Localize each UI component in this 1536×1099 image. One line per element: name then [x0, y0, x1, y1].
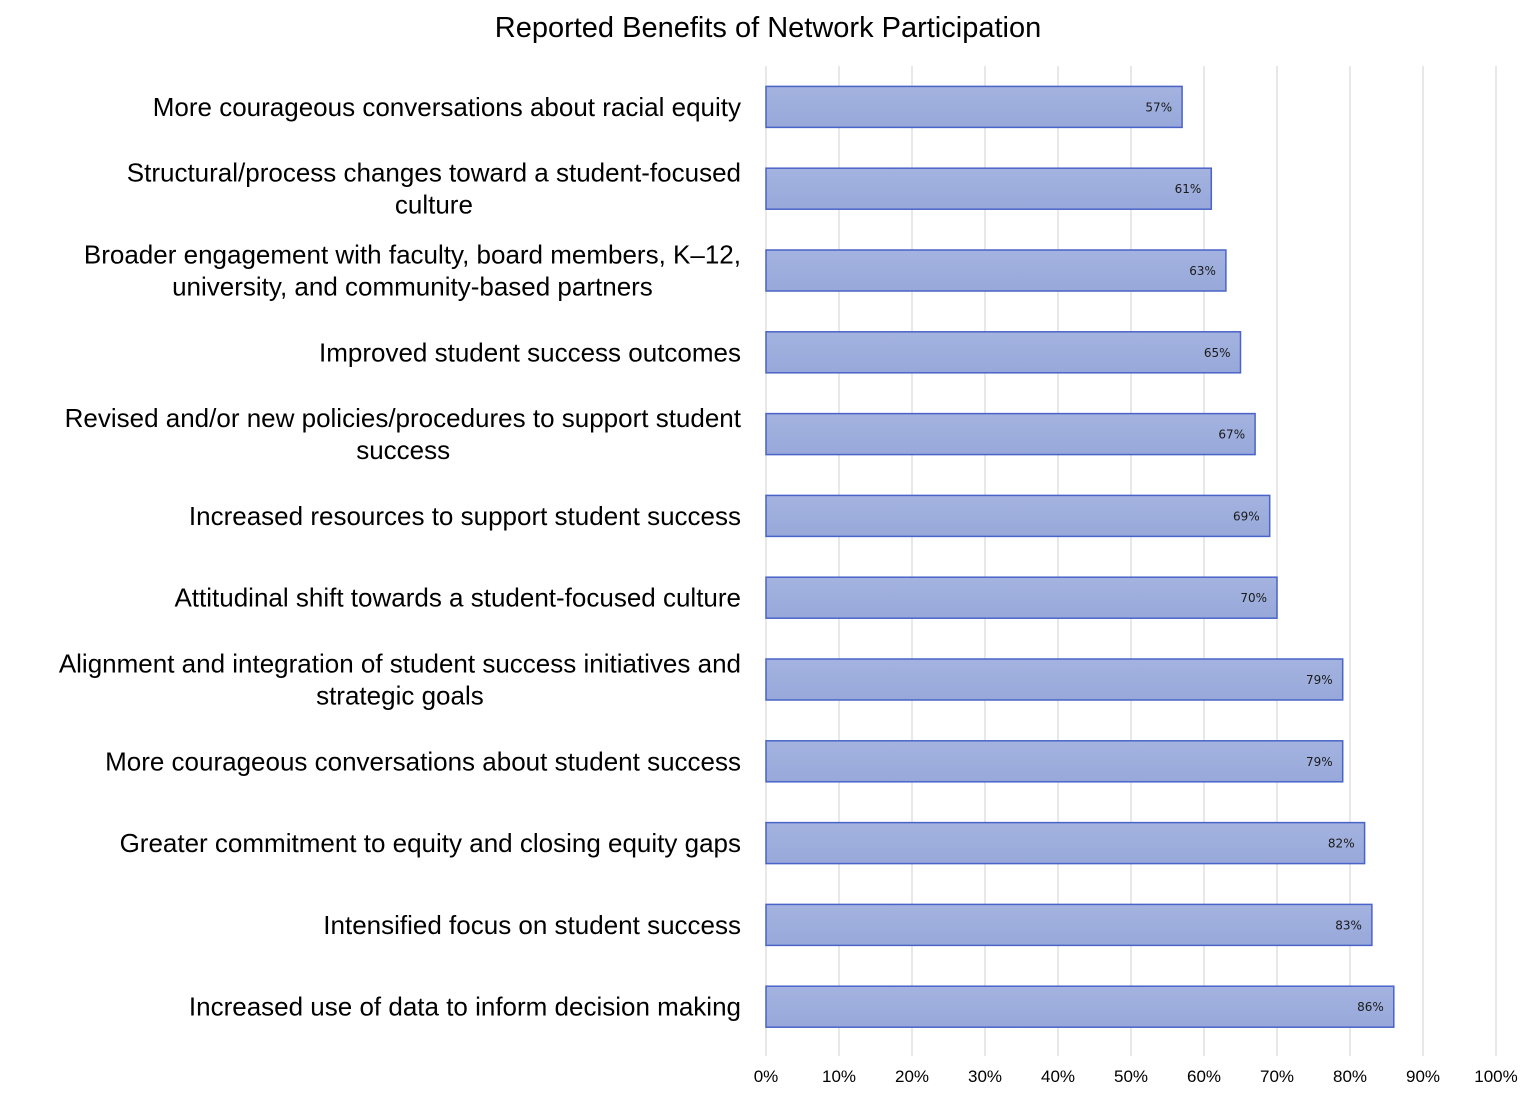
category-label-line: More courageous conversations about raci… — [153, 92, 741, 122]
category-label-line: Alignment and integration of student suc… — [59, 649, 741, 679]
bar — [765, 249, 1227, 292]
category-label-line: university, and community-based partners — [172, 272, 653, 302]
x-tick-label: 30% — [968, 1067, 1002, 1086]
data-label: 86% — [1357, 1000, 1384, 1014]
category-label-line: Attitudinal shift towards a student-focu… — [174, 583, 741, 613]
category-label: Broader engagement with faculty, board m… — [84, 240, 741, 302]
x-tick-label: 40% — [1041, 1067, 1075, 1086]
category-label: Increased resources to support student s… — [189, 501, 741, 531]
category-label: Improved student success outcomes — [319, 337, 741, 367]
category-label-line: Intensified focus on student success — [323, 910, 741, 940]
category-label: Greater commitment to equity and closing… — [120, 828, 741, 858]
category-label: Intensified focus on student success — [323, 910, 741, 940]
bar — [765, 821, 1366, 865]
category-label: Alignment and integration of student suc… — [59, 649, 741, 711]
bar — [765, 658, 1344, 701]
data-label: 70% — [1240, 591, 1267, 605]
data-label: 82% — [1328, 837, 1355, 851]
chart-title: Reported Benefits of Network Participati… — [495, 12, 1041, 44]
data-label: 79% — [1306, 755, 1333, 769]
x-tick-label: 80% — [1333, 1067, 1367, 1086]
category-label: Structural/process changes toward a stud… — [127, 158, 741, 220]
data-label: 83% — [1335, 918, 1362, 932]
bars: 57% 61% 63% 65% 67% 69% 70% 79% 79% 82% 83% 86% — [765, 85, 1395, 1028]
bar — [765, 412, 1256, 456]
category-label-line: Broader engagement with faculty, board m… — [84, 240, 741, 270]
x-tick-label: 70% — [1260, 1067, 1294, 1086]
data-label: 67% — [1218, 428, 1245, 442]
category-label-line: success — [356, 435, 450, 465]
category-label-line: Improved student success outcomes — [319, 337, 741, 367]
bar — [765, 494, 1271, 538]
x-tick-label: 20% — [895, 1067, 929, 1086]
category-label-line: Greater commitment to equity and closing… — [120, 828, 741, 858]
category-label-line: Increased use of data to inform decision… — [189, 992, 741, 1022]
category-label-line: culture — [395, 190, 473, 220]
bar — [765, 985, 1395, 1028]
data-label: 69% — [1233, 509, 1260, 523]
category-label: More courageous conversations about stud… — [105, 746, 741, 776]
category-label: Revised and/or new policies/procedures t… — [65, 403, 742, 465]
data-label: 61% — [1175, 182, 1202, 196]
category-label: Attitudinal shift towards a student-focu… — [174, 583, 741, 613]
category-label-line: Increased resources to support student s… — [189, 501, 741, 531]
bar — [765, 85, 1183, 129]
category-label: Increased use of data to inform decision… — [189, 992, 741, 1022]
bar — [765, 331, 1242, 374]
x-axis-ticks: 0% 10% 20% 30% 40% 50% 60% 70% 80% 90% 100% — [754, 1067, 1518, 1086]
bar — [765, 903, 1373, 947]
data-label: 65% — [1204, 346, 1231, 360]
x-tick-label: 60% — [1187, 1067, 1221, 1086]
x-tick-label: 100% — [1474, 1067, 1517, 1086]
category-label: More courageous conversations about raci… — [153, 92, 741, 122]
category-label-line: Structural/process changes toward a stud… — [127, 158, 741, 188]
x-tick-label: 50% — [1114, 1067, 1148, 1086]
bar — [765, 167, 1213, 210]
category-label-line: strategic goals — [316, 681, 484, 711]
category-label-line: More courageous conversations about stud… — [105, 746, 741, 776]
bar — [765, 740, 1344, 783]
data-label: 57% — [1145, 100, 1172, 114]
bar — [765, 576, 1278, 619]
gridlines — [765, 66, 1497, 1056]
category-label-line: Revised and/or new policies/procedures t… — [65, 403, 742, 433]
category-labels: More courageous conversations about raci… — [59, 92, 742, 1022]
x-tick-label: 10% — [822, 1067, 856, 1086]
x-tick-label: 90% — [1406, 1067, 1440, 1086]
data-label: 79% — [1306, 673, 1333, 687]
x-tick-label: 0% — [754, 1067, 779, 1086]
data-label: 63% — [1189, 264, 1216, 278]
